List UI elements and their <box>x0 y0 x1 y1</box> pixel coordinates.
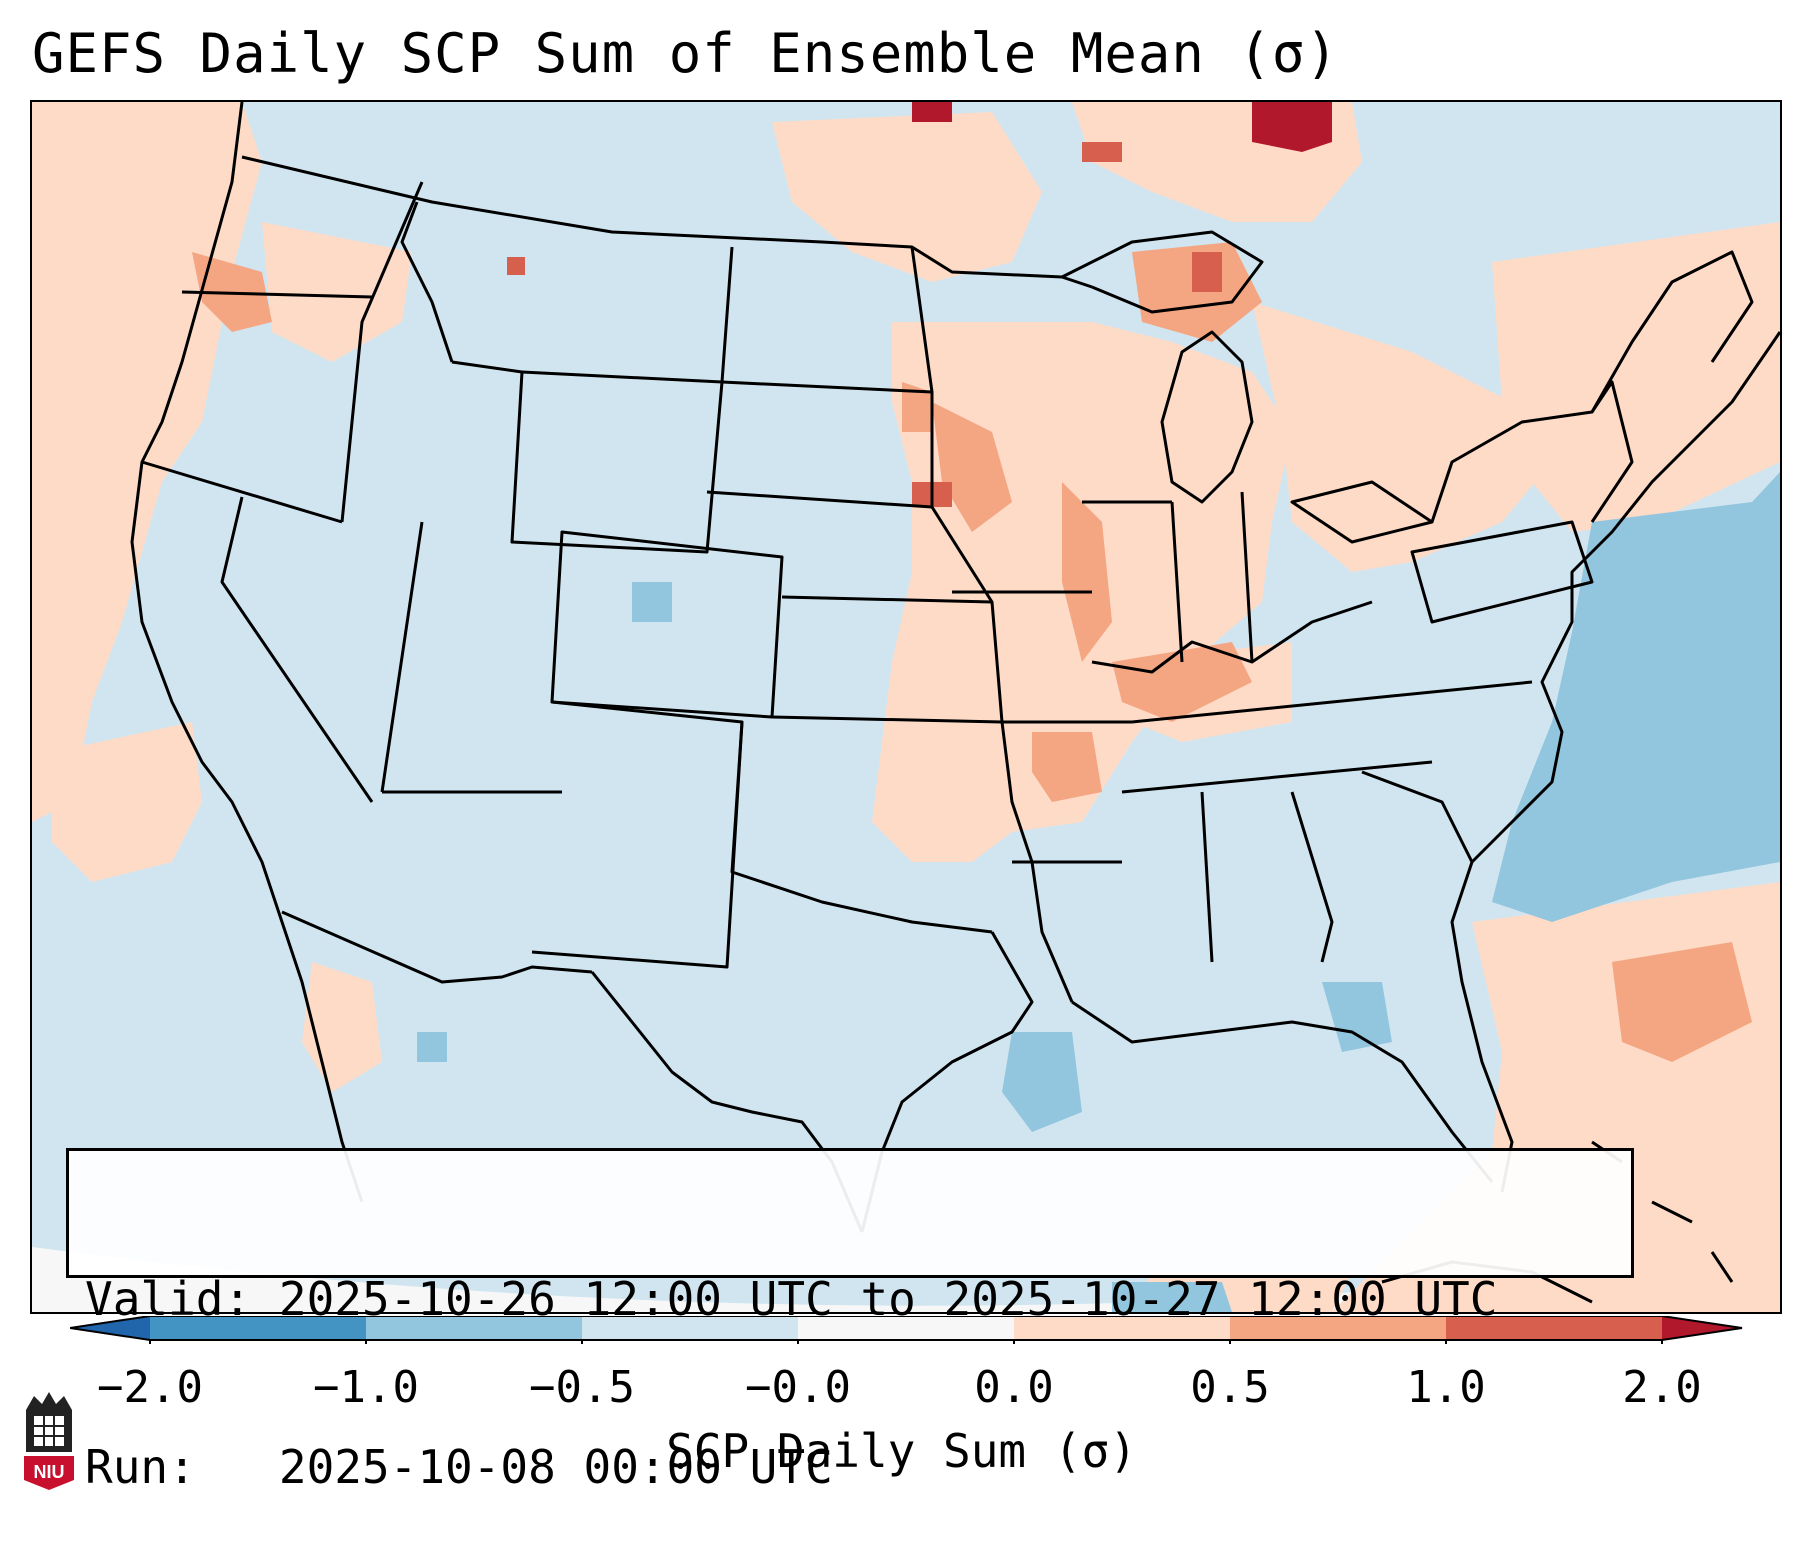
colorbar <box>70 1316 1743 1344</box>
canada-border <box>241 155 1093 289</box>
georgia-carolina <box>1361 770 1474 863</box>
kentucky-medium <box>1112 642 1252 722</box>
wyoming-box <box>510 370 724 554</box>
atlantic-negative <box>1492 472 1780 922</box>
colorbar-bin-1 <box>150 1316 366 1340</box>
north-dakota-high <box>912 102 952 122</box>
colorbar-extend-high <box>1662 1316 1742 1340</box>
colorbar-tick-label: 0.0 <box>974 1362 1054 1413</box>
dakotas-border <box>721 380 933 394</box>
atlantic-coast <box>1470 331 1780 864</box>
negative-anomaly-regions <box>417 472 1780 1312</box>
gulf-east-negative <box>1322 982 1392 1052</box>
colorbar-bin-3 <box>582 1316 798 1340</box>
illinois-medium <box>1062 482 1112 662</box>
plains-north-positive <box>772 112 1042 282</box>
lake-erie <box>1290 480 1434 544</box>
oregon-california <box>141 460 343 524</box>
kansas-oklahoma <box>771 715 1003 724</box>
valid-run-info-box: Valid: 2025-10-26 12:00 UTC to 2025-10-2… <box>66 1148 1634 1494</box>
run-row: Run: 2025-10-08 00:00 UTC <box>85 1439 1615 1495</box>
borders <box>130 102 1780 1304</box>
colorado-negative <box>632 582 672 622</box>
illinois-indiana <box>1170 501 1184 663</box>
logo-text: NIU <box>34 1462 65 1482</box>
colorbar-bin-2 <box>366 1316 582 1340</box>
colorbar-label: SCP Daily Sum (σ) <box>666 1424 1137 1478</box>
new-mexico-box <box>531 700 744 969</box>
alabama-mississippi <box>1200 791 1214 963</box>
minnesota-medium <box>902 382 932 432</box>
run-label: Run: <box>85 1440 196 1494</box>
new-england <box>1590 250 1754 413</box>
coastline-west <box>130 102 364 1203</box>
arizona-mexico <box>281 910 593 984</box>
positive-anomaly-regions <box>32 102 1780 1312</box>
colorbar-tick-label: 1.0 <box>1406 1362 1486 1413</box>
colorbar-tick-label: 2.0 <box>1622 1362 1702 1413</box>
montana-north-dakota <box>720 246 734 383</box>
colorbar-ticks <box>149 1340 1663 1344</box>
wisconsin-high <box>1192 252 1222 292</box>
ontario-high <box>1082 142 1122 162</box>
colorado-box <box>550 530 784 719</box>
tennessee-north <box>1131 680 1533 724</box>
colorbar-bin-6 <box>1230 1316 1446 1340</box>
gulf-negative <box>1002 1032 1082 1132</box>
niu-logo-icon: NIU <box>24 1392 74 1490</box>
map-title: GEFS Daily SCP Sum of Ensemble Mean (σ) <box>32 22 1339 85</box>
ohio-river <box>1091 600 1373 674</box>
colorbar-tick-label: 0.5 <box>1190 1362 1270 1413</box>
northwest-interior-positive <box>262 222 412 362</box>
tennessee-south <box>1121 760 1433 794</box>
minnesota-west <box>910 246 934 507</box>
idaho-montana <box>400 201 454 363</box>
caribbean-negative <box>1112 1282 1232 1312</box>
alabama-georgia <box>1290 791 1334 963</box>
idaho-east <box>340 181 424 523</box>
arkansas-medium <box>1032 732 1102 802</box>
indiana-ohio <box>1240 491 1254 663</box>
montana-south <box>451 360 523 374</box>
colorbar-bin-5 <box>1014 1316 1230 1340</box>
texas-panhandle <box>730 721 993 934</box>
atlantic-medium <box>1612 942 1752 1062</box>
michigan-lower <box>1160 330 1254 504</box>
california-nevada <box>220 496 374 803</box>
run-value: 2025-10-08 00:00 UTC <box>278 1440 833 1494</box>
nevada-utah <box>380 521 424 793</box>
scp-map <box>32 102 1780 1312</box>
lake-superior <box>1061 230 1264 314</box>
gulf-coast-east <box>1071 1000 1494 1183</box>
upper-michigan-high <box>1252 102 1332 152</box>
colorbar-tick-label: −0.0 <box>745 1362 851 1413</box>
colorbar-extend-low <box>70 1316 150 1340</box>
mississippi-river <box>930 506 1074 1003</box>
south-dakota-nebraska <box>706 490 933 509</box>
colorbar-tick-label: −1.0 <box>313 1362 419 1413</box>
pennsylvania <box>1410 520 1594 624</box>
mexico-negative <box>417 1032 447 1062</box>
iowa-medium <box>932 402 1012 532</box>
washington-oregon <box>181 290 373 299</box>
map-panel <box>30 100 1782 1314</box>
colorbar-bin-7 <box>1446 1316 1662 1340</box>
nebraska-kansas <box>781 595 993 604</box>
colorbar-tick-label: −2.0 <box>97 1362 203 1413</box>
pacific-positive <box>52 722 202 882</box>
montana-high <box>507 257 525 275</box>
projection-edge-bottom <box>32 1247 1780 1312</box>
northeast-positive <box>1492 222 1780 532</box>
great-lakes-east-positive <box>1252 302 1552 572</box>
high-positive-regions <box>507 102 1332 507</box>
colorbar-bin-4 <box>798 1316 1014 1340</box>
colorbar-tick-label: −0.5 <box>529 1362 635 1413</box>
